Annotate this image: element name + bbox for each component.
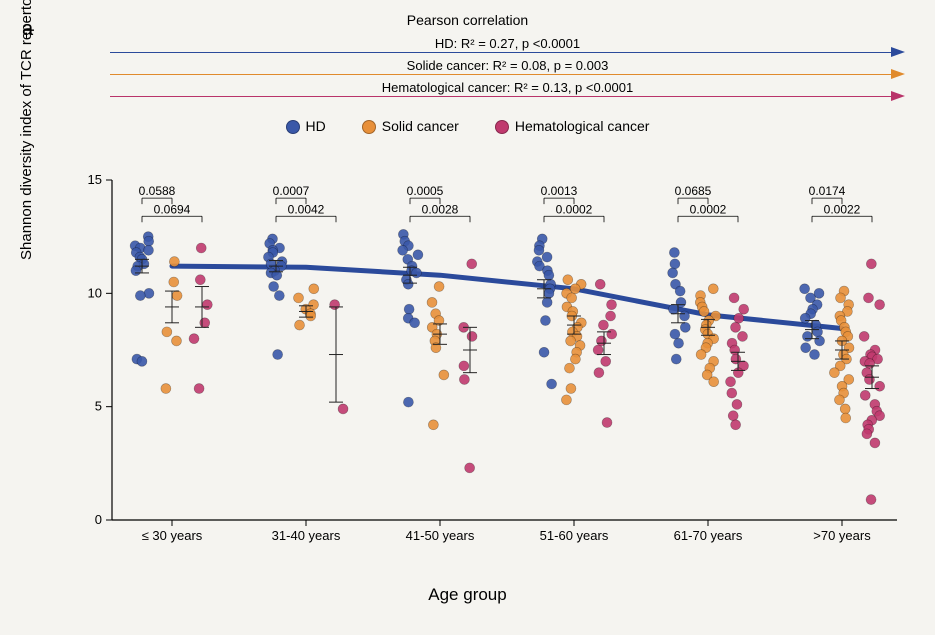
svg-text:5: 5 (95, 399, 102, 414)
svg-text:0.0007: 0.0007 (273, 184, 310, 198)
svg-text:0.0028: 0.0028 (422, 202, 459, 216)
svg-text:≤ 30 years: ≤ 30 years (142, 528, 203, 543)
x-axis-title: Age group (0, 585, 935, 605)
svg-text:0.0005: 0.0005 (407, 184, 444, 198)
correlation-arrow: HD: R² = 0.27, p <0.0001 (110, 38, 905, 58)
svg-text:0: 0 (95, 512, 102, 527)
svg-text:0.0588: 0.0588 (139, 184, 176, 198)
svg-text:61-70 years: 61-70 years (674, 528, 743, 543)
svg-text:0.0685: 0.0685 (675, 184, 712, 198)
scatter-chart: 0 5 10 15 ≤ 30 years 31-40 years 41-50 years 51… (82, 160, 902, 560)
legend-item: Solid cancer (362, 118, 459, 134)
legend-item: Hematological cancer (495, 118, 650, 134)
pearson-title: Pearson correlation (0, 12, 935, 28)
correlation-arrow: Solide cancer: R² = 0.08, p = 0.003 (110, 60, 905, 80)
svg-text:41-50 years: 41-50 years (406, 528, 475, 543)
svg-text:0.0002: 0.0002 (690, 202, 727, 216)
correlation-arrows: HD: R² = 0.27, p <0.0001Solide cancer: R… (110, 38, 905, 104)
svg-text:0.0042: 0.0042 (288, 202, 325, 216)
svg-text:0.0022: 0.0022 (824, 202, 861, 216)
svg-text:0.0013: 0.0013 (541, 184, 578, 198)
svg-text:51-60 years: 51-60 years (540, 528, 609, 543)
svg-text:10: 10 (88, 285, 102, 300)
legend-item: HD (286, 118, 326, 134)
correlation-arrow: Hematological cancer: R² = 0.13, p <0.00… (110, 82, 905, 102)
svg-text:0.0002: 0.0002 (556, 202, 593, 216)
svg-text:15: 15 (88, 172, 102, 187)
y-axis-title: Shannon diversity index of TCR repertoir… (18, 0, 35, 260)
svg-text:0.0694: 0.0694 (154, 202, 191, 216)
svg-text:>70 years: >70 years (813, 528, 871, 543)
legend: HD Solid cancer Hematological cancer (0, 118, 935, 134)
svg-text:0.0174: 0.0174 (809, 184, 846, 198)
svg-text:31-40 years: 31-40 years (272, 528, 341, 543)
